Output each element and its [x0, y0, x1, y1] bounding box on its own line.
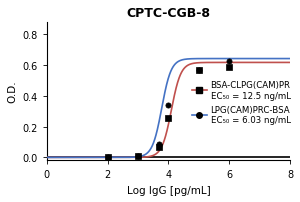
Point: [157, 143, 162, 146]
Point: [196, 69, 201, 72]
Point: [136, 155, 140, 158]
Legend: BSA-CLPG(CAM)PR
EC₅₀ = 12.5 ng/mL, LPG(CAM)PRC-BSA
EC₅₀ = 6.03 ng/mL: BSA-CLPG(CAM)PR EC₅₀ = 12.5 ng/mL, LPG(C…: [192, 81, 290, 124]
Point: [105, 155, 110, 158]
X-axis label: Log IgG [pg/mL]: Log IgG [pg/mL]: [127, 185, 210, 195]
Point: [227, 60, 232, 63]
Point: [196, 69, 201, 72]
Point: [166, 117, 171, 120]
Point: [136, 155, 140, 158]
Point: [105, 155, 110, 158]
Point: [157, 146, 162, 149]
Point: [227, 66, 232, 69]
Title: CPTC-CGB-8: CPTC-CGB-8: [126, 7, 210, 20]
Y-axis label: O.D.: O.D.: [7, 80, 17, 103]
Point: [166, 104, 171, 107]
